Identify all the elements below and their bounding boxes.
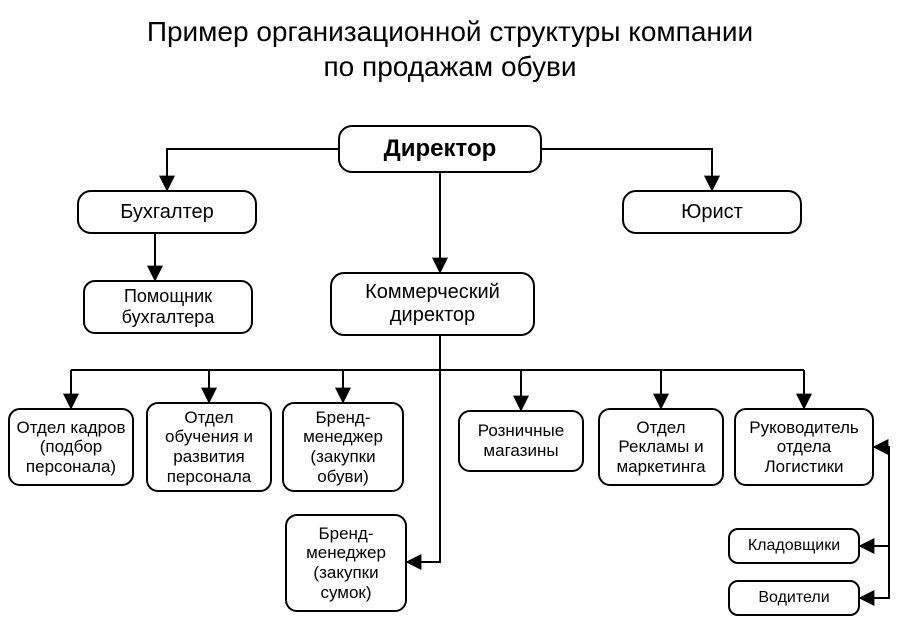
node-logistics: Руководитель отдела Логистики: [734, 408, 874, 486]
node-hr: Отдел кадров (подбор персонала): [8, 408, 134, 486]
org-chart-stage: Пример организационной структуры компани…: [0, 0, 900, 636]
node-brand_bags: Бренд-менеджер (закупки сумок): [285, 514, 407, 612]
edge: [542, 149, 712, 190]
chart-title: Пример организационной структуры компани…: [0, 14, 900, 84]
node-training: Отдел обучения и развития персонала: [146, 402, 272, 492]
edge: [407, 370, 440, 562]
node-assistant: Помощник бухгалтера: [83, 280, 253, 334]
node-commdir: Коммерческий директор: [330, 272, 535, 336]
edge: [167, 149, 338, 190]
node-retail: Розничные магазины: [458, 410, 584, 472]
node-bookkeeper: Бухгалтер: [77, 190, 257, 234]
edge: [860, 546, 889, 598]
node-drivers: Водители: [728, 580, 860, 616]
node-lawyer: Юрист: [622, 190, 802, 234]
node-brand_shoes: Бренд-менеджер (закупки обуви): [282, 402, 404, 492]
node-storekeepers: Кладовщики: [728, 528, 860, 564]
node-marketing: Отдел Рекламы и маркетинга: [598, 408, 724, 486]
node-director: Директор: [338, 125, 542, 173]
